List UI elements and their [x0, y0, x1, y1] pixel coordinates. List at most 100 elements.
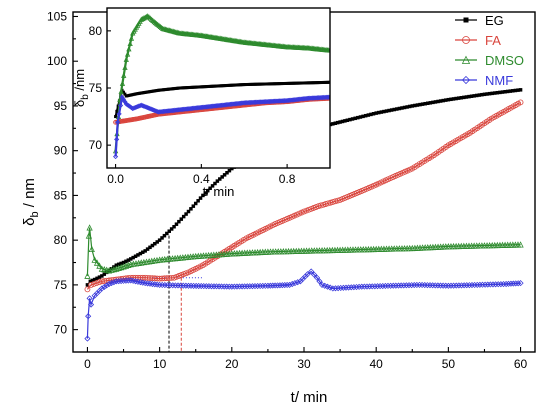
- series-nmf-point: [221, 283, 228, 290]
- inset-y-tick-label: 75: [89, 81, 103, 95]
- series-eg-point: [186, 209, 191, 214]
- series-eg-point: [179, 217, 184, 221]
- series-eg-point: [480, 92, 484, 97]
- inset-series-nmf-point: [118, 102, 124, 109]
- inset-series-nmf-point: [150, 107, 157, 113]
- inset-series-nmf-point: [146, 105, 152, 111]
- series-eg-point: [203, 191, 208, 195]
- series-nmf-point: [187, 282, 195, 289]
- series-eg-point: [518, 88, 523, 92]
- series-eg-point: [201, 193, 205, 198]
- series-nmf-point: [313, 274, 321, 281]
- series-nmf-point: [474, 281, 481, 288]
- series-dmso-point: [115, 264, 122, 271]
- series-eg-point: [350, 117, 355, 121]
- series-nmf-point: [413, 281, 420, 289]
- series-eg-point: [493, 91, 497, 95]
- series-nmf-point: [180, 282, 187, 289]
- series-nmf-point: [182, 282, 189, 289]
- inset-series-nmf-point: [138, 102, 144, 108]
- series-nmf-point: [316, 278, 323, 285]
- series-nmf-point: [144, 280, 151, 287]
- series-eg-point: [382, 109, 386, 114]
- series-nmf-point: [231, 283, 238, 290]
- series-eg-point: [335, 120, 340, 125]
- series-nmf-point: [495, 281, 502, 288]
- legend-dmso-marker: [461, 55, 471, 64]
- series-nmf-point: [356, 283, 363, 290]
- legend-item-nmf: NMF: [455, 73, 513, 88]
- series-fa-point: [90, 281, 97, 287]
- series-nmf-point: [377, 283, 384, 290]
- series-eg-point: [371, 112, 376, 116]
- series-nmf-point: [84, 335, 91, 342]
- series-nmf-point: [416, 281, 423, 288]
- series-eg-point: [148, 245, 152, 250]
- inset-series-nmf-point: [147, 106, 153, 112]
- series-dmso-point: [517, 241, 524, 248]
- series-eg-point: [516, 88, 520, 92]
- series-nmf-point: [398, 282, 405, 289]
- series-eg-point: [508, 89, 512, 93]
- series-nmf-point: [108, 280, 115, 287]
- main-y-tick-label: 90: [54, 144, 68, 158]
- series-eg-point: [114, 263, 119, 267]
- series-nmf-point: [205, 283, 212, 290]
- inset-series-nmf-point: [135, 104, 141, 110]
- inset-series-dmso-point: [122, 64, 128, 70]
- series-eg-point: [102, 272, 107, 276]
- inset-series-nmf-point: [153, 108, 159, 114]
- series-nmf-point: [86, 295, 93, 302]
- series-nmf-point: [419, 281, 426, 289]
- series-eg-point: [129, 257, 133, 261]
- series-eg-point: [333, 121, 338, 125]
- series-nmf-point: [311, 271, 318, 278]
- inset-series-nmf-point: [115, 119, 121, 125]
- series-eg-point: [467, 94, 471, 99]
- series-nmf-point: [193, 282, 200, 290]
- series-eg-point: [436, 99, 440, 104]
- main-y-axis-label-unit: / nm: [21, 178, 38, 211]
- series-eg-point: [206, 188, 210, 193]
- series-dmso-point: [85, 232, 93, 239]
- series-nmf-point: [269, 282, 276, 289]
- series-eg-point: [116, 262, 121, 267]
- series-eg-point: [92, 277, 97, 282]
- series-nmf-point: [156, 281, 163, 288]
- series-nmf-point: [366, 283, 373, 290]
- series-nmf-point: [403, 282, 410, 289]
- main-x-tick-label: 10: [153, 357, 167, 371]
- series-eg-point: [157, 238, 162, 242]
- series-eg-point: [498, 90, 502, 95]
- inset-x-tick-label: 0.8: [279, 172, 296, 186]
- inset-series-eg-point: [115, 109, 119, 113]
- series-fa-point: [93, 280, 100, 287]
- series-nmf-point: [450, 282, 457, 289]
- inset-series-nmf-point: [133, 104, 139, 110]
- series-nmf-point: [382, 282, 389, 290]
- series-nmf-point: [390, 282, 397, 289]
- series-eg-point: [392, 107, 396, 112]
- series-nmf-point: [345, 284, 352, 291]
- inset-series-dmso-point: [123, 56, 129, 62]
- inset-series-dmso-point: [119, 80, 126, 86]
- series-eg-point: [418, 102, 422, 107]
- series-eg-point: [131, 255, 135, 260]
- series-eg-point: [405, 105, 409, 109]
- inset-series-nmf-point: [113, 154, 119, 160]
- series-eg-point: [189, 207, 193, 211]
- series-nmf-point: [281, 282, 288, 289]
- series-eg-point: [503, 90, 507, 94]
- series-eg-point: [469, 94, 474, 98]
- series-eg-point: [145, 247, 150, 251]
- series-nmf-point: [115, 278, 122, 285]
- series-eg-point: [340, 119, 345, 124]
- series-nmf-point: [200, 283, 207, 290]
- series-nmf-point: [432, 282, 439, 289]
- series-eg-point: [174, 222, 179, 226]
- series-nmf-point: [254, 282, 261, 290]
- series-nmf-point: [387, 282, 394, 289]
- series-eg-point: [363, 113, 368, 118]
- series-nmf-point: [426, 282, 434, 289]
- series-nmf-point: [239, 283, 246, 290]
